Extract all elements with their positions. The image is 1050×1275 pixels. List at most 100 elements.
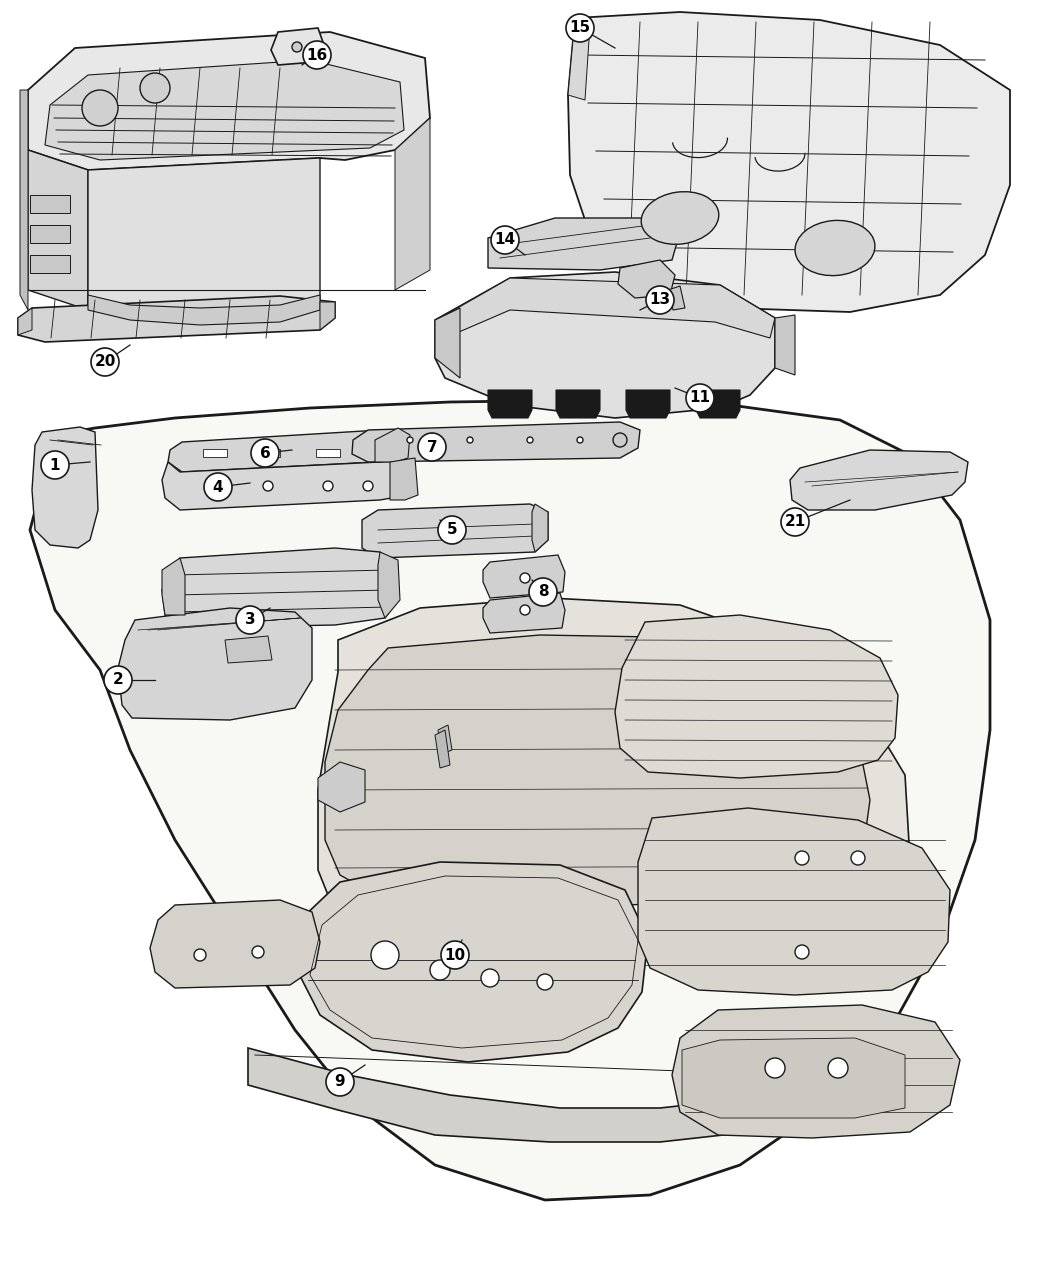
- Polygon shape: [638, 808, 950, 994]
- Circle shape: [303, 41, 331, 69]
- Polygon shape: [28, 150, 88, 310]
- Polygon shape: [375, 428, 410, 462]
- Text: 7: 7: [426, 440, 437, 454]
- Polygon shape: [118, 608, 312, 720]
- Polygon shape: [28, 32, 430, 170]
- Polygon shape: [362, 504, 548, 558]
- Circle shape: [613, 434, 627, 448]
- Polygon shape: [682, 1038, 905, 1118]
- Circle shape: [781, 507, 809, 536]
- Circle shape: [481, 969, 499, 987]
- Circle shape: [140, 73, 170, 103]
- Polygon shape: [18, 309, 32, 335]
- Polygon shape: [32, 427, 98, 548]
- Circle shape: [850, 850, 865, 864]
- Polygon shape: [326, 635, 870, 908]
- Circle shape: [236, 606, 264, 634]
- Polygon shape: [488, 390, 532, 418]
- Polygon shape: [532, 504, 548, 552]
- Polygon shape: [568, 18, 590, 99]
- Circle shape: [418, 434, 446, 462]
- Text: 3: 3: [245, 612, 255, 627]
- Polygon shape: [615, 615, 898, 778]
- Polygon shape: [30, 255, 70, 273]
- Circle shape: [795, 850, 808, 864]
- Ellipse shape: [795, 221, 875, 275]
- Text: 15: 15: [569, 20, 590, 36]
- Circle shape: [566, 14, 594, 42]
- Polygon shape: [626, 390, 670, 418]
- Polygon shape: [150, 900, 320, 988]
- Circle shape: [795, 945, 808, 959]
- Polygon shape: [378, 552, 400, 618]
- Polygon shape: [775, 315, 795, 375]
- Polygon shape: [316, 449, 340, 456]
- Text: 16: 16: [307, 47, 328, 62]
- Polygon shape: [225, 636, 272, 663]
- Circle shape: [326, 1068, 354, 1096]
- Circle shape: [438, 516, 466, 544]
- Text: 14: 14: [495, 232, 516, 247]
- Polygon shape: [352, 422, 640, 462]
- Circle shape: [251, 439, 279, 467]
- Polygon shape: [435, 731, 450, 768]
- Circle shape: [527, 437, 533, 442]
- Circle shape: [82, 91, 118, 126]
- Circle shape: [292, 42, 302, 52]
- Circle shape: [828, 1058, 848, 1077]
- Polygon shape: [488, 218, 680, 270]
- Polygon shape: [20, 91, 28, 310]
- Circle shape: [104, 666, 132, 694]
- Circle shape: [441, 941, 469, 969]
- Polygon shape: [318, 598, 910, 921]
- Circle shape: [765, 1058, 785, 1077]
- Polygon shape: [162, 548, 398, 629]
- Polygon shape: [162, 458, 415, 510]
- Text: 8: 8: [538, 584, 548, 599]
- Polygon shape: [790, 450, 968, 510]
- Polygon shape: [162, 558, 185, 615]
- Polygon shape: [672, 1005, 960, 1139]
- Polygon shape: [556, 390, 600, 418]
- Circle shape: [529, 578, 557, 606]
- Text: 21: 21: [784, 515, 805, 529]
- Circle shape: [194, 949, 206, 961]
- Circle shape: [578, 437, 583, 442]
- Polygon shape: [248, 1046, 875, 1142]
- Polygon shape: [390, 458, 418, 500]
- Polygon shape: [30, 400, 990, 1200]
- Circle shape: [91, 348, 119, 376]
- Circle shape: [363, 481, 373, 491]
- Polygon shape: [168, 430, 398, 472]
- Circle shape: [210, 481, 220, 491]
- Polygon shape: [30, 195, 70, 213]
- Text: 9: 9: [335, 1075, 345, 1090]
- Circle shape: [520, 606, 530, 615]
- Polygon shape: [88, 158, 320, 310]
- Text: 2: 2: [112, 672, 124, 687]
- Circle shape: [371, 941, 399, 969]
- Polygon shape: [668, 286, 685, 310]
- Circle shape: [262, 481, 273, 491]
- Polygon shape: [45, 60, 404, 159]
- Text: 11: 11: [690, 390, 711, 405]
- Text: 4: 4: [213, 479, 224, 495]
- Circle shape: [646, 286, 674, 314]
- Polygon shape: [435, 272, 775, 418]
- Polygon shape: [318, 762, 365, 812]
- Polygon shape: [256, 449, 280, 456]
- Polygon shape: [438, 725, 452, 754]
- Polygon shape: [435, 309, 460, 377]
- Polygon shape: [298, 862, 648, 1062]
- Polygon shape: [568, 11, 1010, 312]
- Circle shape: [41, 451, 69, 479]
- Polygon shape: [271, 28, 326, 65]
- Circle shape: [520, 572, 530, 583]
- Polygon shape: [618, 260, 675, 298]
- Polygon shape: [483, 555, 565, 598]
- Polygon shape: [30, 224, 70, 244]
- Circle shape: [407, 437, 413, 442]
- Text: 5: 5: [446, 523, 458, 538]
- Polygon shape: [320, 302, 335, 330]
- Text: 13: 13: [650, 292, 671, 307]
